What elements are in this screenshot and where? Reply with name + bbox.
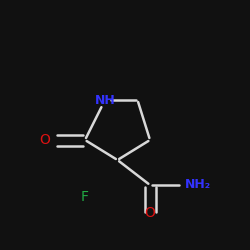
- Text: O: O: [144, 206, 156, 220]
- Text: F: F: [81, 190, 89, 204]
- Text: O: O: [39, 133, 50, 147]
- Text: NH₂: NH₂: [185, 178, 211, 192]
- Text: NH: NH: [94, 94, 116, 106]
